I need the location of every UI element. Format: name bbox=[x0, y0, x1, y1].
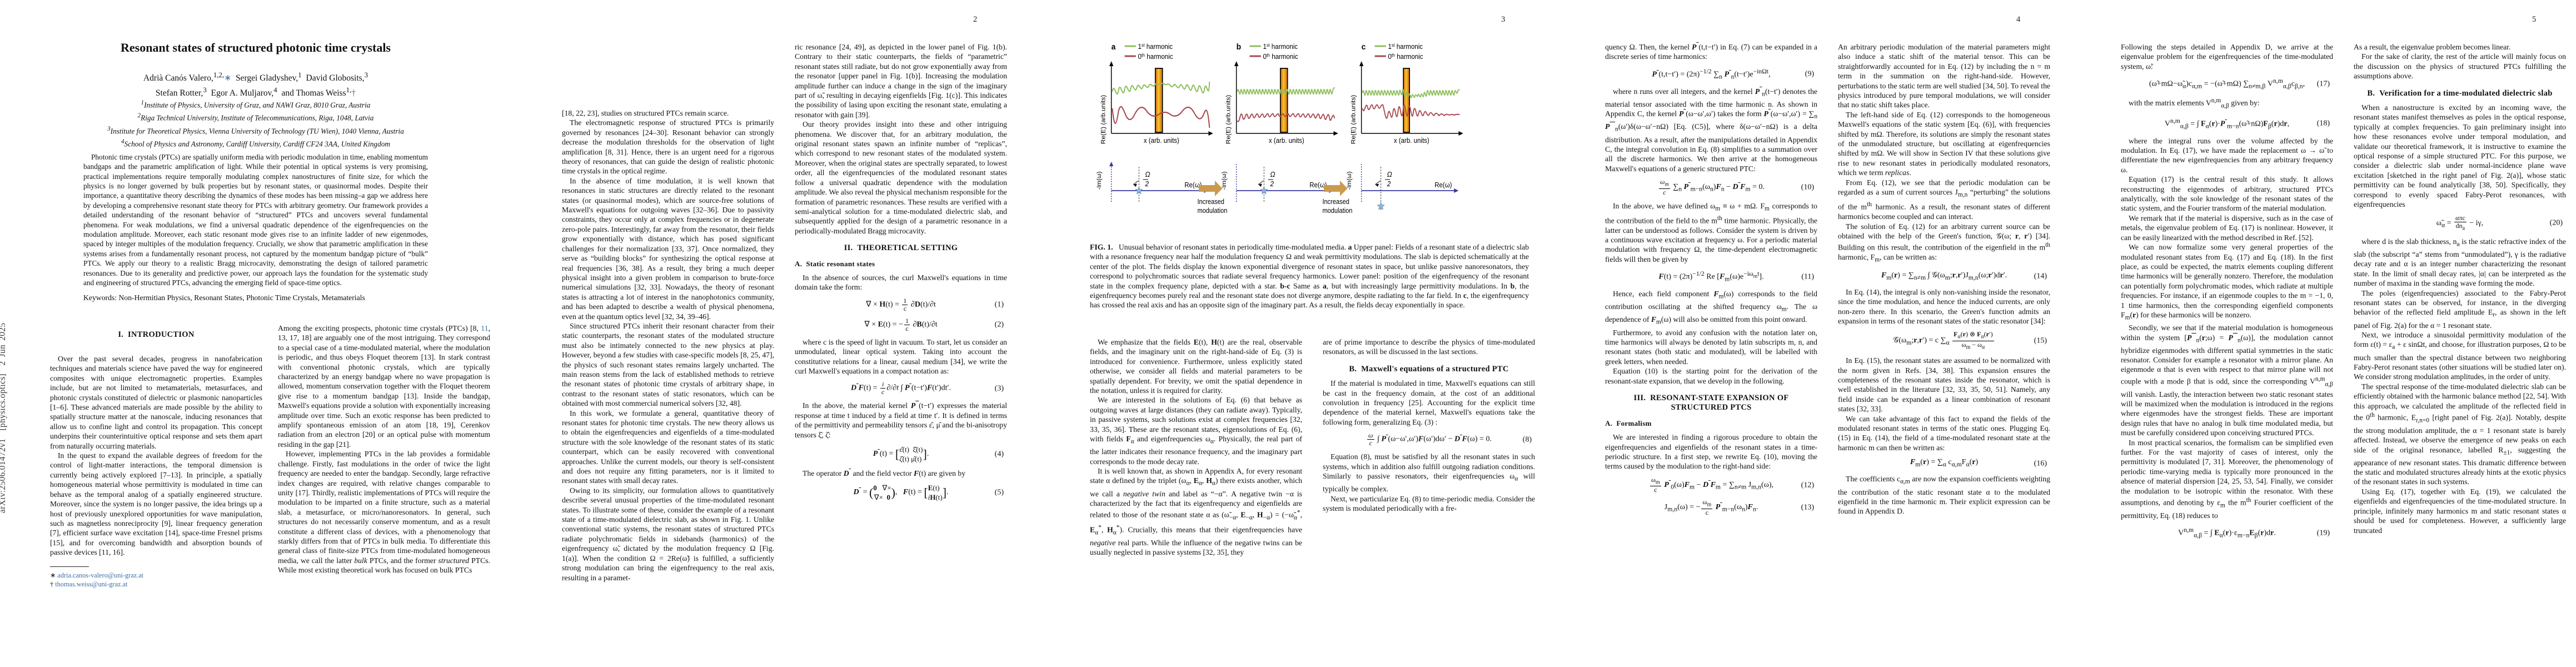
svg-text:b: b bbox=[1237, 43, 1242, 52]
svg-text:modulation: modulation bbox=[1322, 206, 1352, 215]
svg-text:1st harmonic: 1st harmonic bbox=[1138, 42, 1173, 51]
svg-text:a: a bbox=[1112, 43, 1117, 52]
svg-text:x (arb. units): x (arb. units) bbox=[1394, 137, 1429, 145]
svg-text:2: 2 bbox=[1269, 180, 1274, 188]
svg-text:2: 2 bbox=[1144, 180, 1149, 188]
svg-text:Ω: Ω bbox=[1270, 171, 1275, 179]
svg-text:-Im(ω): -Im(ω) bbox=[1347, 171, 1353, 190]
svg-text:Re(ω): Re(ω) bbox=[1434, 181, 1452, 190]
svg-text:Increased: Increased bbox=[1197, 197, 1224, 206]
svg-text:modulation: modulation bbox=[1197, 206, 1227, 215]
svg-text:x (arb. units): x (arb. units) bbox=[1144, 137, 1179, 145]
svg-text:c: c bbox=[1362, 43, 1366, 52]
svg-text:2: 2 bbox=[1387, 180, 1391, 188]
svg-text:Increased: Increased bbox=[1322, 197, 1349, 206]
svg-text:x (arb. units): x (arb. units) bbox=[1269, 137, 1304, 145]
svg-text:Re(E) (arb.units): Re(E) (arb.units) bbox=[1351, 95, 1357, 145]
svg-text:0th harmonic: 0th harmonic bbox=[1138, 52, 1173, 61]
svg-text:-Im(ω): -Im(ω) bbox=[1097, 171, 1103, 190]
svg-text:Ω: Ω bbox=[1145, 171, 1150, 179]
svg-text:Ω: Ω bbox=[1387, 171, 1393, 179]
svg-text:-Im(ω): -Im(ω) bbox=[1222, 171, 1228, 190]
svg-text:0th harmonic: 0th harmonic bbox=[1388, 52, 1423, 61]
svg-text:Re(E) (arb.units): Re(E) (arb.units) bbox=[1100, 95, 1107, 145]
svg-text:1st harmonic: 1st harmonic bbox=[1263, 42, 1298, 51]
svg-text:1st harmonic: 1st harmonic bbox=[1388, 42, 1423, 51]
svg-text:0th harmonic: 0th harmonic bbox=[1263, 52, 1298, 61]
svg-text:Re(E) (arb.units): Re(E) (arb.units) bbox=[1225, 95, 1232, 145]
